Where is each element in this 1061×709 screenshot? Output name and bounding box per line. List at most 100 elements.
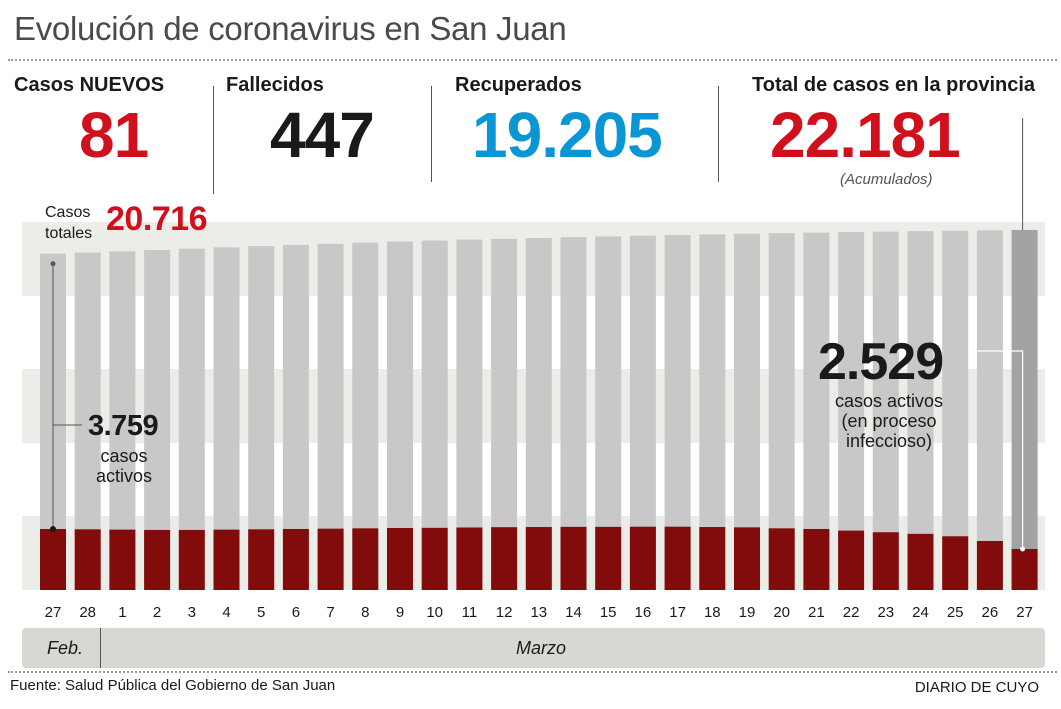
x-tick-label: 25 <box>947 604 964 621</box>
x-tick-label: 20 <box>773 604 790 621</box>
x-tick-label: 11 <box>462 604 478 621</box>
x-tick-label: 1 <box>118 604 126 621</box>
active-cases-bar <box>942 536 969 590</box>
new-cases-label: Casos NUEVOS <box>14 74 165 96</box>
footer-divider <box>8 671 1057 673</box>
x-tick-label: 7 <box>326 604 334 621</box>
total-note: (Acumulados) <box>840 171 933 188</box>
first-active-caption-line: casos <box>100 446 148 466</box>
active-cases-bar <box>456 527 483 590</box>
active-cases-bar <box>248 529 275 590</box>
active-cases-bar <box>664 526 691 590</box>
leader-line <box>968 350 1024 549</box>
active-cases-bar <box>768 528 795 590</box>
x-tick-label: 15 <box>600 604 617 621</box>
x-tick-label: 21 <box>808 604 825 621</box>
total-label: Total de casos en la provincia <box>752 74 1036 96</box>
x-tick-label: 18 <box>704 604 721 621</box>
title-divider <box>8 59 1057 61</box>
first-total-cases-value: 20.716 <box>106 200 208 238</box>
total-cases-bar <box>907 231 934 590</box>
total-value: 22.181 <box>770 99 961 171</box>
total-cases-bar <box>976 230 1003 591</box>
active-cases-bar <box>595 526 622 590</box>
leader-line <box>52 424 82 529</box>
x-tick-label: 27 <box>45 604 62 621</box>
active-cases-bar <box>282 528 309 590</box>
month-mar: Marzo <box>516 638 567 658</box>
x-tick-label: 9 <box>396 604 404 621</box>
active-cases-bar <box>907 533 934 590</box>
active-cases-bar <box>629 526 656 590</box>
active-cases-bar <box>213 529 240 590</box>
total-cases-caption: Casos totales <box>45 202 92 244</box>
active-cases-bar <box>74 529 101 590</box>
x-tick-label: 14 <box>565 604 582 621</box>
active-cases-bar <box>838 530 865 590</box>
first-active-caption-line: activos <box>95 466 153 486</box>
x-tick-label: 23 <box>877 604 894 621</box>
last-active-caption-line: infeccioso) <box>845 431 933 451</box>
total-cases-bar <box>942 230 969 590</box>
recovered-value: 19.205 <box>472 99 663 171</box>
x-tick-label: 27 <box>1016 604 1033 621</box>
stat-separator <box>213 86 214 194</box>
month-strip <box>22 628 1045 668</box>
x-tick-label: 26 <box>982 604 999 621</box>
active-cases-bar <box>1011 548 1038 590</box>
last-active-caption-line: (en proceso <box>841 411 937 431</box>
active-cases-bar <box>387 528 413 590</box>
month-separator <box>100 628 101 668</box>
x-tick-label: 22 <box>843 604 860 621</box>
active-cases-bar <box>421 527 448 590</box>
deaths-value: 447 <box>270 99 375 171</box>
x-tick-label: 2 <box>153 604 161 621</box>
active-cases-bar <box>317 528 344 590</box>
total-cases-bar <box>1011 230 1038 590</box>
x-tick-label: 13 <box>530 604 547 621</box>
active-cases-bar <box>109 529 136 590</box>
leader-dot <box>50 525 56 532</box>
leader-dot <box>1020 546 1026 552</box>
active-cases-bar <box>525 527 552 590</box>
active-cases-bar <box>803 528 830 590</box>
stat-separator <box>718 86 719 182</box>
active-cases-bar <box>734 527 760 590</box>
active-cases-bar <box>560 526 587 590</box>
stat-separator <box>431 86 432 182</box>
total-cases-bar <box>838 232 865 590</box>
last-active-caption: casos activos (en proceso infeccioso) <box>822 391 956 451</box>
month-feb: Feb. <box>47 638 84 658</box>
active-cases-bar <box>491 527 518 590</box>
new-cases-value: 81 <box>79 99 149 171</box>
active-cases-bar <box>178 529 205 590</box>
publisher-brand: DIARIO DE CUYO <box>914 679 1039 696</box>
x-tick-label: 19 <box>739 604 756 621</box>
last-active-value: 2.529 <box>818 333 944 391</box>
active-cases-bar <box>352 528 379 590</box>
active-cases-bar <box>699 527 726 590</box>
total-cases-caption-line: totales <box>45 225 93 242</box>
total-cases-caption-line: Casos <box>45 204 91 221</box>
active-cases-bar <box>40 528 66 590</box>
first-active-value: 3.759 <box>88 410 159 442</box>
last-active-caption-line: casos activos <box>834 391 944 411</box>
total-cases-bar <box>872 231 899 591</box>
x-tick-label: 28 <box>79 604 96 621</box>
chart-title: Evolución de coronavirus en San Juan <box>14 10 567 47</box>
x-tick-label: 3 <box>188 604 196 621</box>
x-tick-label: 16 <box>635 604 652 621</box>
active-cases-bar <box>976 540 1003 590</box>
first-active-caption: casos activos <box>82 446 166 486</box>
x-tick-label: 6 <box>292 604 300 621</box>
recovered-label: Recuperados <box>455 74 582 96</box>
leader-dot <box>50 261 56 267</box>
x-tick-label: 17 <box>669 604 686 621</box>
deaths-label: Fallecidos <box>226 74 324 96</box>
x-tick-label: 4 <box>222 604 230 621</box>
source-note: Fuente: Salud Pública del Gobierno de Sa… <box>10 677 336 694</box>
x-tick-label: 12 <box>496 604 513 621</box>
active-cases-bar <box>872 532 899 590</box>
x-tick-label: 5 <box>257 604 265 621</box>
